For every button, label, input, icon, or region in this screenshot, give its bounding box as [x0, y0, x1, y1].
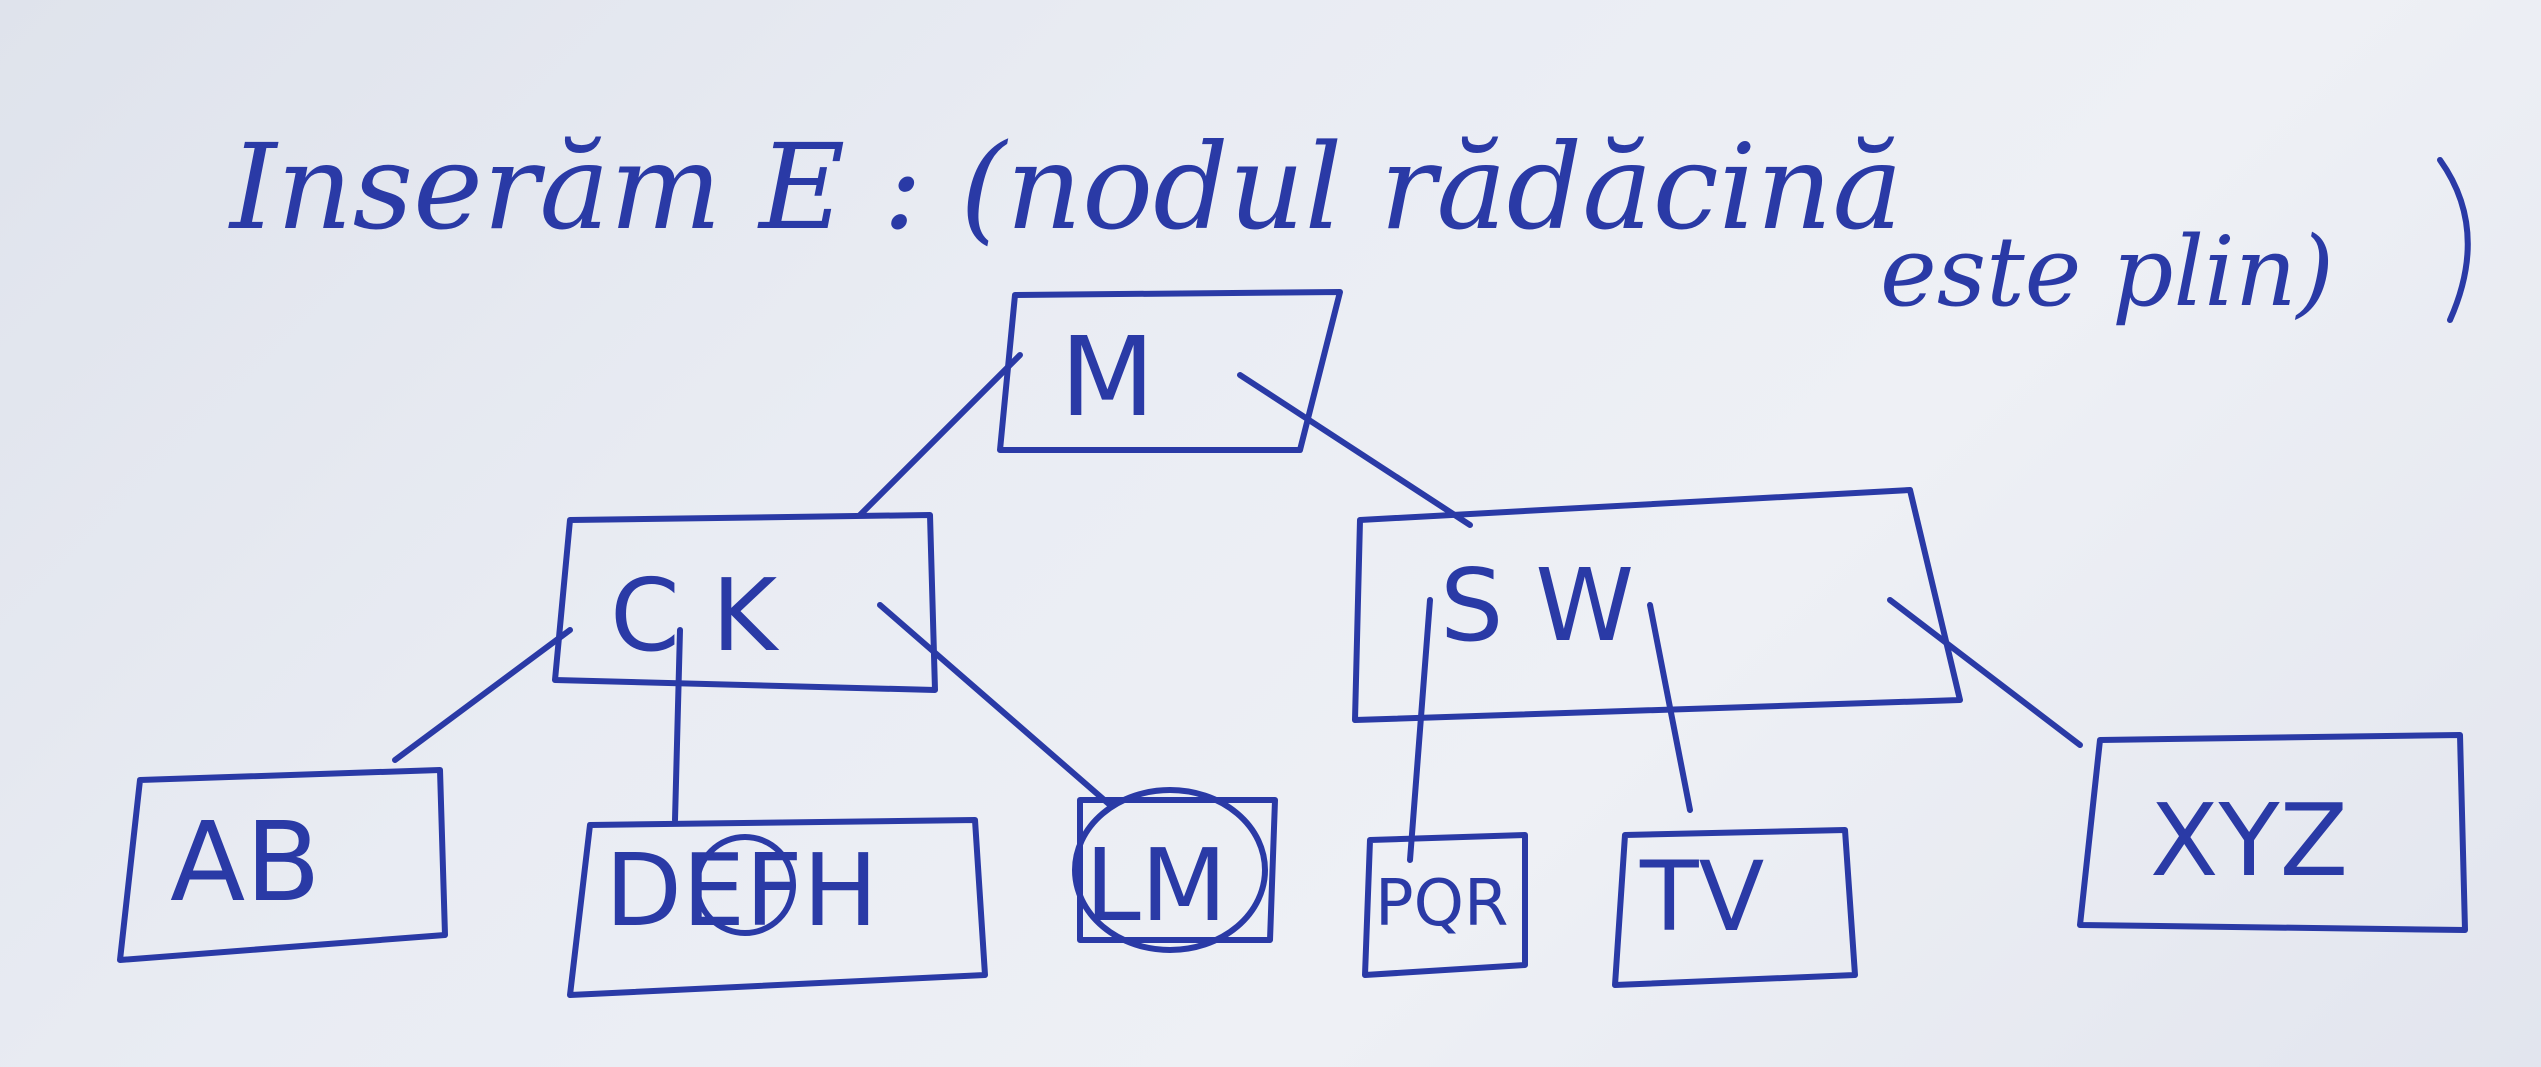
node-root: M: [1000, 292, 1340, 450]
edge-left-lm: [880, 605, 1110, 805]
edge-left-ab: [395, 630, 570, 760]
leaf-defh: DEFH: [570, 820, 985, 995]
closing-paren: [2440, 160, 2468, 320]
leaf-lm: LM: [1075, 790, 1275, 950]
heading: Inserăm E : (nodul rădăcină este plin): [228, 118, 2468, 328]
leaf-tv-label: TV: [1639, 841, 1764, 953]
leaf-tv: TV: [1615, 830, 1855, 985]
leaf-pqr-label: PQR: [1375, 867, 1508, 941]
node-s-w: S W: [1355, 490, 1960, 720]
node-root-label: M: [1060, 313, 1155, 441]
edge-right-pqr: [1410, 600, 1430, 860]
leaf-lm-label: LM: [1085, 827, 1227, 944]
heading-line-1: Inserăm E : (nodul rădăcină: [228, 118, 1903, 256]
leaf-ab: AB: [120, 770, 445, 960]
node-c-k: C K: [555, 515, 935, 690]
leaf-ab-label: AB: [170, 798, 321, 926]
node-s-w-label: S W: [1440, 547, 1634, 664]
leaf-xyz-label: XYZ: [2150, 782, 2348, 899]
leaf-pqr: PQR: [1365, 835, 1525, 975]
node-c-k-label: C K: [610, 557, 780, 674]
edge-root-left: [860, 355, 1020, 515]
heading-line-2: este plin): [1880, 216, 2334, 328]
edge-right-xyz: [1890, 600, 2080, 745]
leaf-xyz: XYZ: [2080, 735, 2465, 930]
leaf-defh-label: DEFH: [605, 832, 878, 949]
